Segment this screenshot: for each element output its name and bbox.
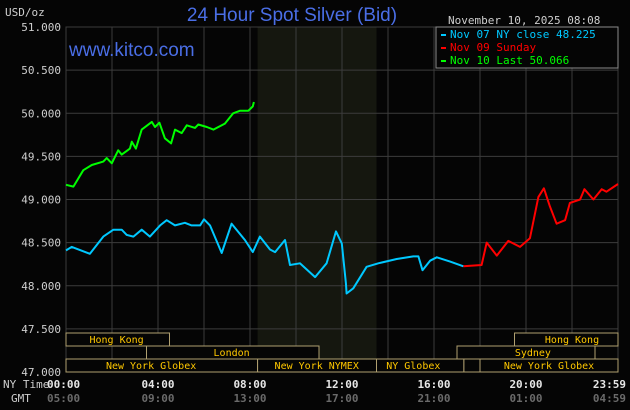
x-tick-ny: 08:00 <box>233 378 266 391</box>
market-session-label: New York Globex <box>106 361 196 372</box>
x-tick-gmt: 21:00 <box>417 392 450 405</box>
market-session-bar <box>479 358 619 373</box>
gmt-row-label: GMT <box>11 392 31 405</box>
market-session-label: Sydney <box>515 348 551 359</box>
y-ticks: 51.000 50.500 50.000 49.500 49.000 48.500 48.0… <box>21 21 61 379</box>
x-tick-gmt: 04:59 <box>593 392 626 405</box>
x-tick-ny: 16:00 <box>417 378 450 391</box>
series-line-0 <box>65 218 464 295</box>
x-tick-gmt: 05:00 <box>47 392 80 405</box>
x-tick-ny: 23:59 <box>593 378 626 391</box>
legend-swatch <box>441 47 446 49</box>
y-tick-label: 50.000 <box>21 107 61 120</box>
market-session-label: New York NYMEX <box>275 361 359 372</box>
market-session-label: Hong Kong <box>545 335 599 346</box>
y-tick-label: 48.000 <box>21 280 61 293</box>
legend-entry: Nov 10 Last 50.066 <box>450 54 569 67</box>
market-session-bar <box>65 332 170 347</box>
market-session-label: New York Globex <box>504 361 594 372</box>
market-session-label: London <box>214 348 250 359</box>
series-lines <box>65 101 619 295</box>
x-tick-gmt: 13:00 <box>233 392 266 405</box>
y-tick-label: 49.000 <box>21 194 61 207</box>
x-tick-ny: 12:00 <box>325 378 358 391</box>
x-tick-gmt: 09:00 <box>141 392 174 405</box>
y-tick-label: 50.500 <box>21 64 61 77</box>
market-sessions: Hong Kong Hong Kong London Sydney New York G… <box>65 332 619 373</box>
chart-title: 24 Hour Spot Silver (Bid) <box>187 5 397 26</box>
legend-entry: Nov 09 Sunday <box>450 41 536 54</box>
market-session-label: Hong Kong <box>90 335 144 346</box>
ny-time-row-label: NY Time <box>3 378 49 391</box>
y-tick-label: 48.500 <box>21 237 61 250</box>
legend-swatch <box>441 34 446 36</box>
y-axis-label: USD/oz <box>5 6 45 19</box>
legend-box <box>435 26 619 69</box>
legend-entry: Nov 07 NY close 48.225 <box>450 28 596 41</box>
y-tick-label: 47.500 <box>21 323 61 336</box>
series-line-1 <box>463 183 619 268</box>
y-tick-label: 51.000 <box>21 21 61 34</box>
y-tick-label: 49.500 <box>21 150 61 163</box>
market-session-bar <box>463 358 481 373</box>
market-session-label: NY Globex <box>386 361 440 372</box>
x-tick-ny: 04:00 <box>141 378 174 391</box>
x-tick-ny: 00:00 <box>47 378 80 391</box>
x-tick-gmt: 17:00 <box>325 392 358 405</box>
series-line-2 <box>65 101 255 188</box>
timestamp: November 10, 2025 08:08 <box>448 14 600 27</box>
x-tick-gmt: 01:00 <box>509 392 542 405</box>
kitco-watermark: www.kitco.com <box>68 40 195 61</box>
legend-swatch <box>441 60 446 62</box>
x-tick-ny: 20:00 <box>509 378 542 391</box>
y-tick-label: 47.000 <box>21 366 61 379</box>
